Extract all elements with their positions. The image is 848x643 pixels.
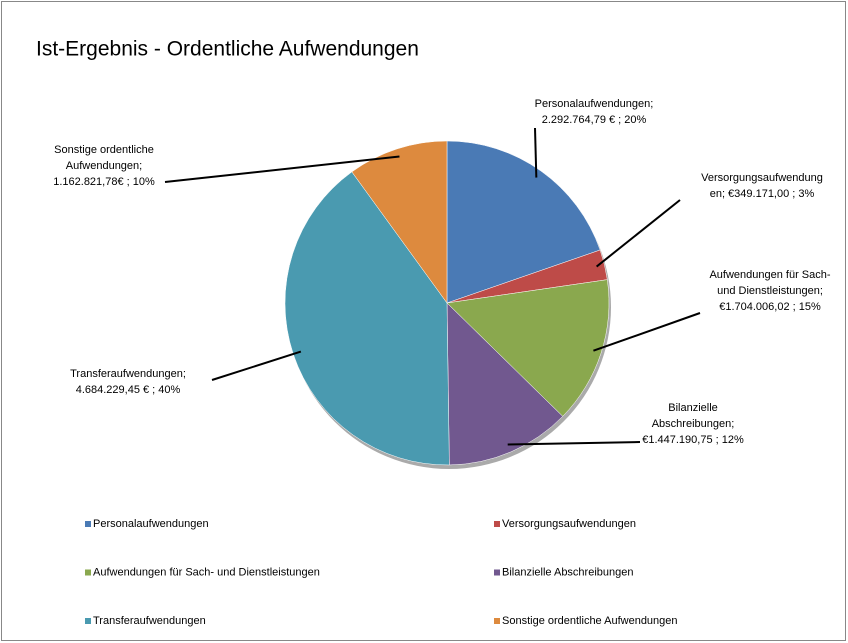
chart-title: Ist-Ergebnis - Ordentliche Aufwendungen: [36, 38, 419, 61]
data-label: €1.704.006,02 ; 15%: [719, 301, 821, 313]
pie-slice: [351, 140, 448, 304]
data-label: Aufwendungen für Sach-: [709, 269, 830, 281]
data-label: en; €349.171,00 ; 3%: [710, 188, 815, 200]
data-label: und Dienstleistungen;: [717, 285, 823, 297]
data-label: 2.292.764,79 € ; 20%: [542, 114, 647, 126]
legend-label: Versorgungsaufwendungen: [502, 518, 636, 530]
legend-marker: [85, 569, 91, 576]
data-label: Sonstige ordentliche: [54, 144, 154, 156]
data-label: 1.162.821,78€ ; 10%: [53, 176, 155, 188]
data-label: Transferaufwendungen;: [70, 368, 186, 380]
legend-marker: [85, 618, 91, 624]
legend-label: Personalaufwendungen: [93, 518, 209, 530]
data-label: Aufwendungen;: [66, 160, 142, 172]
legend-label: Aufwendungen für Sach- und Dienstleistun…: [93, 566, 320, 578]
legend-label: Transferaufwendungen: [93, 615, 206, 627]
leader-line: [596, 199, 681, 268]
legend-marker: [494, 618, 500, 624]
pie-slice: [446, 302, 564, 466]
data-label: 4.684.229,45 € ; 40%: [76, 384, 181, 396]
data-label: Versorgungsaufwendung: [701, 172, 823, 184]
leader-line: [593, 312, 701, 352]
data-label: Personalaufwendungen;: [535, 98, 654, 110]
leader-line: [211, 350, 302, 381]
leader-line: [164, 155, 400, 183]
data-label: €1.447.190,75 ; 12%: [642, 434, 744, 446]
pie-slice: [446, 279, 610, 417]
data-label: Bilanzielle: [668, 402, 718, 414]
legend-marker: [494, 521, 500, 527]
leader-line: [534, 127, 538, 178]
legend-marker: [85, 521, 91, 527]
pie-slice: [446, 140, 601, 304]
legend-label: Sonstige ordentliche Aufwendungen: [502, 615, 678, 627]
legend-marker: [494, 569, 500, 576]
legend-label: Bilanzielle Abschreibungen: [502, 566, 633, 578]
leader-line: [507, 441, 641, 446]
data-label: Abschreibungen;: [652, 418, 735, 430]
